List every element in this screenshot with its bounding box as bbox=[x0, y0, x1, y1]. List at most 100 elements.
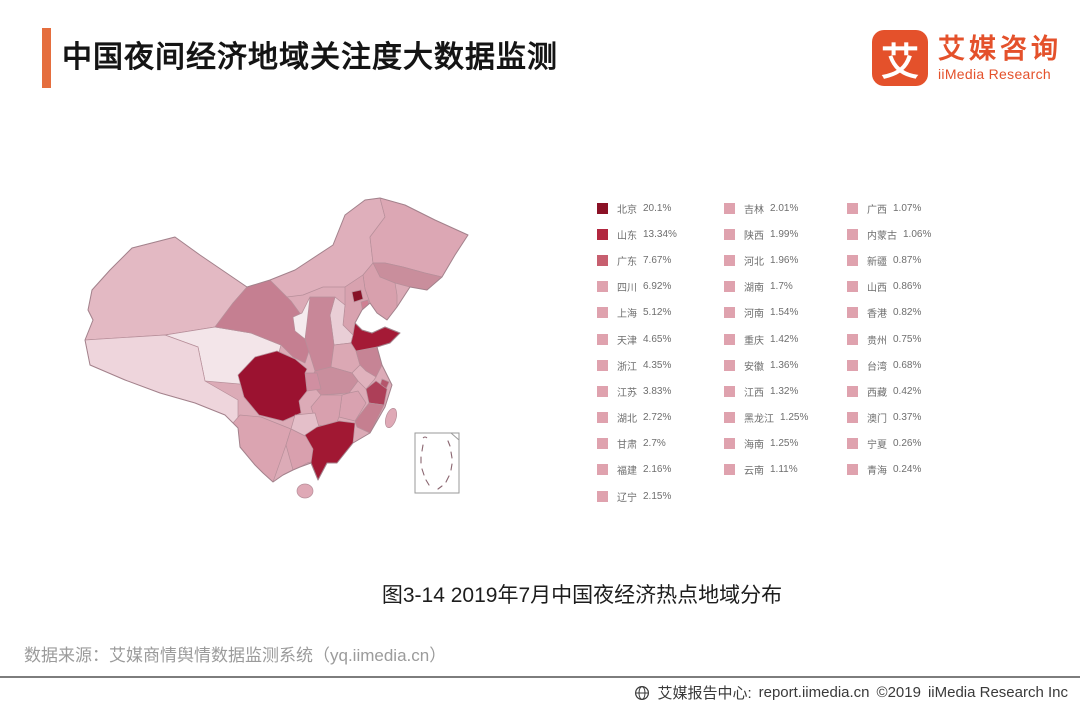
legend-swatch bbox=[597, 438, 608, 450]
footer-company: iiMedia Research Inc bbox=[927, 684, 1068, 701]
legend-region-name: 山东 bbox=[617, 230, 637, 242]
legend-region-name: 台湾 bbox=[867, 361, 887, 373]
footer: 艾媒报告中心: report.iimedia.cn ©2019 iiMedia … bbox=[634, 682, 1068, 703]
island-hainan bbox=[296, 483, 314, 499]
legend-region-value: 3.83% bbox=[643, 385, 672, 397]
legend-swatch bbox=[724, 438, 735, 450]
legend-item: 西藏 0.42% bbox=[847, 378, 931, 404]
legend-region-value: 0.24% bbox=[893, 464, 922, 476]
china-choropleth-map bbox=[55, 175, 495, 515]
legend-region-value: 1.11% bbox=[770, 464, 798, 476]
legend-region-name: 江西 bbox=[744, 387, 764, 399]
legend-region-value: 1.06% bbox=[903, 228, 932, 240]
legend-swatch bbox=[724, 254, 735, 266]
footer-divider bbox=[0, 676, 1080, 678]
province-sichuan bbox=[237, 350, 308, 422]
legend-region-value: 0.42% bbox=[893, 385, 922, 397]
legend-region-name: 香港 bbox=[867, 309, 887, 321]
legend-item: 江苏 3.83% bbox=[597, 378, 677, 404]
legend-swatch bbox=[724, 464, 735, 476]
legend-region-name: 澳门 bbox=[867, 414, 887, 426]
legend-region-name: 甘肃 bbox=[617, 440, 637, 452]
legend-region-value: 4.35% bbox=[643, 359, 672, 371]
legend-region-value: 2.15% bbox=[643, 490, 672, 502]
legend-region-name: 吉林 bbox=[744, 204, 764, 216]
legend-region-value: 1.36% bbox=[770, 359, 799, 371]
legend-region-value: 0.82% bbox=[893, 307, 922, 319]
legend-swatch bbox=[724, 333, 735, 345]
legend-region-name: 青海 bbox=[867, 466, 887, 478]
legend-region-name: 浙江 bbox=[617, 361, 637, 373]
legend-region-value: 0.26% bbox=[893, 438, 922, 450]
legend-item: 甘肃 2.7% bbox=[597, 431, 677, 457]
legend-item: 黑龙江 1.25% bbox=[724, 405, 808, 431]
map-legend: 北京 20.1% 山东 13.34% 广东 7.67% 四川 6.92% 上海 5.12% 天津 4.… bbox=[597, 195, 1067, 515]
logo-name-cn: 艾媒咨询 bbox=[938, 34, 1062, 65]
legend-region-value: 2.7% bbox=[643, 438, 666, 450]
legend-item: 广西 1.07% bbox=[847, 195, 931, 221]
legend-region-name: 上海 bbox=[617, 309, 637, 321]
legend-item: 辽宁 2.15% bbox=[597, 483, 677, 509]
footer-copyright: ©2019 bbox=[876, 684, 921, 701]
iimedia-logo: 艾 艾媒咨询 iiMedia Research bbox=[872, 30, 1062, 86]
footer-url: report.iimedia.cn bbox=[758, 684, 870, 701]
legend-item: 澳门 0.37% bbox=[847, 405, 931, 431]
legend-region-value: 2.72% bbox=[643, 412, 672, 424]
legend-swatch bbox=[597, 254, 608, 266]
legend-item: 贵州 0.75% bbox=[847, 326, 931, 352]
legend-region-name: 河南 bbox=[744, 309, 764, 321]
legend-region-name: 河北 bbox=[744, 256, 764, 268]
legend-region-name: 宁夏 bbox=[867, 440, 887, 452]
province-zhejiang bbox=[365, 380, 388, 406]
legend-item: 香港 0.82% bbox=[847, 300, 931, 326]
legend-region-value: 7.67% bbox=[643, 254, 672, 266]
legend-item: 四川 6.92% bbox=[597, 274, 677, 300]
legend-item: 湖北 2.72% bbox=[597, 405, 677, 431]
legend-swatch bbox=[597, 359, 608, 371]
legend-region-value: 0.68% bbox=[893, 359, 922, 371]
legend-region-name: 福建 bbox=[617, 466, 637, 478]
legend-region-value: 1.96% bbox=[770, 254, 799, 266]
legend-item: 宁夏 0.26% bbox=[847, 431, 931, 457]
legend-swatch bbox=[597, 281, 608, 293]
legend-swatch bbox=[724, 307, 735, 319]
legend-region-name: 内蒙古 bbox=[867, 230, 897, 242]
legend-item: 台湾 0.68% bbox=[847, 352, 931, 378]
legend-region-value: 1.25% bbox=[780, 412, 809, 424]
legend-swatch bbox=[724, 385, 735, 397]
legend-swatch bbox=[597, 490, 608, 502]
legend-region-value: 2.01% bbox=[770, 202, 799, 214]
legend-item: 青海 0.24% bbox=[847, 457, 931, 483]
legend-region-name: 西藏 bbox=[867, 387, 887, 399]
legend-swatch bbox=[597, 385, 608, 397]
legend-item: 安徽 1.36% bbox=[724, 352, 808, 378]
figure-caption: 图3-14 2019年7月中国夜经济热点地域分布 bbox=[381, 584, 783, 607]
legend-region-name: 贵州 bbox=[867, 335, 887, 347]
legend-swatch bbox=[597, 202, 608, 214]
legend-column-2: 吉林 2.01% 陕西 1.99% 河北 1.96% 湖南 1.7% 河南 1.54% 重庆 1.42… bbox=[724, 195, 808, 483]
legend-swatch bbox=[847, 385, 858, 397]
legend-region-name: 北京 bbox=[617, 204, 637, 216]
province-ningxia bbox=[292, 296, 311, 340]
legend-region-name: 重庆 bbox=[744, 335, 764, 347]
logo-name-en: iiMedia Research bbox=[938, 65, 1051, 82]
iimedia-logo-icon: 艾 bbox=[872, 30, 928, 86]
page-title: 中国夜间经济地域关注度大数据监测 bbox=[62, 41, 558, 74]
legend-swatch bbox=[724, 412, 735, 424]
globe-icon bbox=[635, 685, 650, 700]
title-accent-bar bbox=[42, 28, 51, 88]
legend-swatch bbox=[597, 307, 608, 319]
legend-region-value: 20.1% bbox=[643, 202, 672, 214]
legend-swatch bbox=[597, 333, 608, 345]
legend-region-value: 1.42% bbox=[770, 333, 799, 345]
legend-item: 广东 7.67% bbox=[597, 247, 677, 273]
legend-swatch bbox=[847, 333, 858, 345]
legend-item: 海南 1.25% bbox=[724, 431, 808, 457]
china-border-outline bbox=[84, 197, 469, 483]
legend-region-value: 4.65% bbox=[643, 333, 672, 345]
province-beijing bbox=[351, 289, 364, 303]
legend-item: 河南 1.54% bbox=[724, 300, 808, 326]
legend-region-name: 新疆 bbox=[867, 256, 887, 268]
legend-region-value: 2.16% bbox=[643, 464, 672, 476]
legend-region-name: 云南 bbox=[744, 466, 764, 478]
